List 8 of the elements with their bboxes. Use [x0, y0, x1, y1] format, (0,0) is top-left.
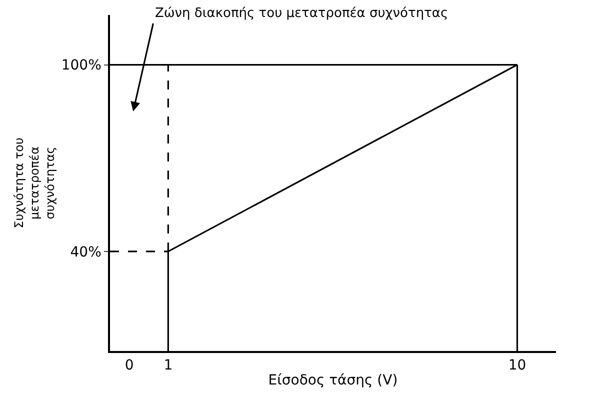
y-tick-label: 100%	[61, 58, 102, 74]
x-tick-label: 0	[124, 358, 134, 374]
x-axis-title: Είσοδος τάσης (V)	[268, 372, 398, 388]
annotation: Ζώνη διακοπής του μετατροπέα συχνότητας	[155, 6, 448, 21]
x-tick-label: 10	[508, 358, 526, 374]
x-tick-label: 1	[164, 358, 173, 374]
y-tick-label: 40%	[70, 244, 102, 260]
y-axis-title: Συχνότητα του μετατροπέα συχνότητας	[12, 138, 58, 228]
